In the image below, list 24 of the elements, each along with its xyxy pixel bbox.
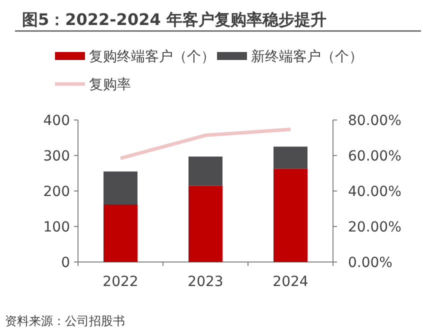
bar [188,156,222,186]
x-tick-label: 2024 [272,274,308,290]
y2-tick-label: 80.00% [348,113,402,129]
y2-tick-label: 0.00% [348,255,392,271]
bar [274,168,308,262]
bar [188,186,222,262]
y-tick-label: 0 [61,255,70,271]
bar [104,204,138,262]
y-tick-label: 200 [43,184,70,200]
legend-label: 新终端客户（个） [251,49,363,65]
y-tick-label: 300 [43,148,70,164]
bar [274,146,308,169]
y-tick-label: 400 [43,113,70,129]
x-tick-label: 2022 [102,274,138,290]
x-tick-label: 2023 [188,274,224,290]
y2-tick-label: 60.00% [348,148,402,164]
y2-tick-label: 20.00% [348,220,402,236]
bar [104,171,138,204]
legend-label: 复购终端客户（个） [89,49,215,65]
text: 资料来源：公司招股书 [5,314,125,328]
chart-title: 图5：2022-2024 年客户复购率稳步提升 [22,10,326,29]
y2-tick-label: 40.00% [348,184,402,200]
legend-label: 复购率 [89,77,131,93]
y-tick-label: 100 [43,220,70,236]
